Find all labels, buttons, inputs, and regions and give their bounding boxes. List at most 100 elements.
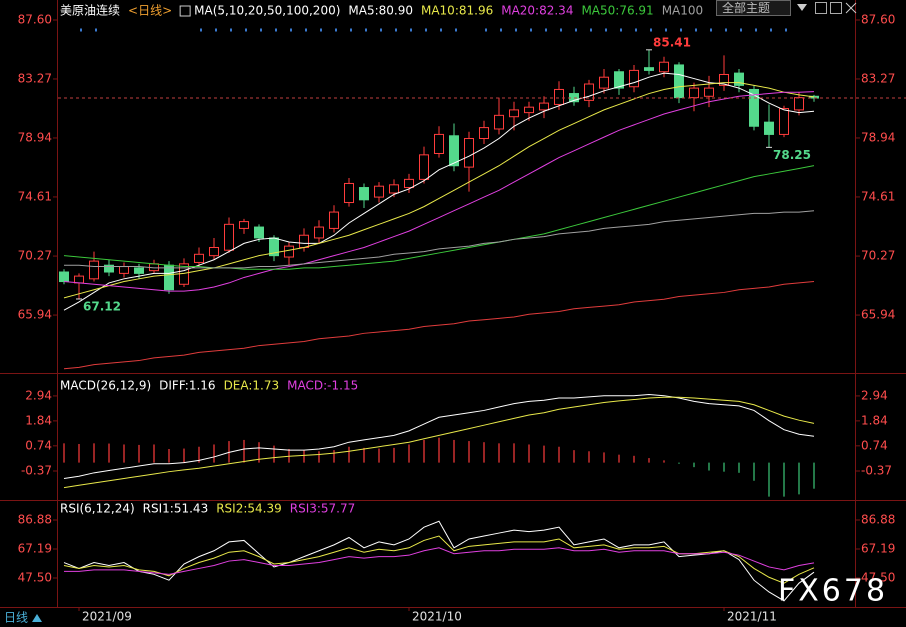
x-tick-label: 2021/10	[412, 610, 462, 624]
candle-body	[194, 253, 204, 263]
candle-body	[719, 73, 729, 86]
candle-body	[584, 83, 594, 101]
theme-button[interactable]	[716, 0, 791, 16]
y-tick-label-right: 74.61	[861, 189, 895, 203]
candle-body	[554, 88, 564, 105]
candle-body	[59, 271, 69, 283]
y-tick-label: 83.27	[18, 71, 52, 85]
candle-body	[494, 114, 504, 130]
ma-line	[63, 165, 815, 270]
y-tick-label: 1.84	[25, 413, 52, 427]
candle-body	[134, 267, 144, 274]
y-tick-label-right: 67.19	[861, 541, 895, 555]
y-tick-label: 0.74	[25, 438, 52, 452]
legend-entry: RSI1:51.43	[143, 502, 209, 516]
candle-body	[89, 260, 99, 280]
y-tick-label: 70.27	[18, 249, 52, 263]
legend-entry: MA10:81.96	[421, 4, 493, 18]
y-tick-label: 78.94	[18, 130, 52, 144]
legend-entry: MACD:-1.15	[287, 379, 358, 393]
rsi-line	[64, 547, 815, 575]
y-tick-label-right: 0.74	[861, 438, 888, 452]
period-tab[interactable]: 日线	[4, 611, 28, 625]
y-tick-label-right: 86.88	[861, 512, 895, 526]
period-tab-arrow[interactable]	[32, 614, 42, 622]
y-tick-label-right: 70.27	[861, 249, 895, 263]
macd-line	[63, 396, 815, 489]
candle-body	[689, 87, 699, 99]
legend-entry: MA5:80.90	[348, 4, 413, 18]
legend-entry: DIFF:1.16	[159, 379, 215, 393]
ma-line	[63, 281, 815, 370]
legend-entry: MA100	[662, 4, 703, 18]
extreme-label: 67.12	[83, 299, 121, 313]
candle-body	[734, 72, 744, 86]
candle-body	[299, 234, 309, 248]
y-tick-label: 86.88	[18, 512, 52, 526]
y-tick-label-right: 87.60	[861, 12, 895, 26]
y-tick-label-right: 1.84	[861, 413, 888, 427]
period-label: <日线>	[128, 4, 172, 18]
x-tick-label: 2021/11	[727, 610, 777, 624]
window-icon[interactable]	[830, 2, 842, 14]
candle-body	[434, 133, 444, 154]
panel-title: RSI(6,12,24)	[60, 502, 135, 516]
candle-body	[794, 97, 804, 111]
ma-line	[63, 91, 815, 292]
candle-body	[419, 154, 429, 180]
candle-body	[389, 184, 399, 194]
window-icon[interactable]	[815, 2, 827, 14]
legend-entry: RSI2:54.39	[216, 502, 282, 516]
y-tick-label: 67.19	[18, 541, 52, 555]
y-tick-label-right: 83.27	[861, 71, 895, 85]
candle-body	[284, 245, 294, 258]
ma-line	[64, 210, 815, 269]
candle-body	[779, 108, 789, 135]
candle-body	[674, 64, 684, 99]
close-icon[interactable]	[845, 2, 857, 14]
y-tick-label: 47.50	[18, 571, 52, 585]
rsi-line	[63, 520, 815, 602]
candle-body	[74, 275, 84, 284]
theme-button-label[interactable]: 全部主题	[722, 0, 770, 15]
candle-body	[239, 221, 249, 229]
candle-body	[704, 87, 714, 97]
candle-body	[599, 76, 609, 89]
candle-body	[344, 182, 354, 204]
candle-body	[404, 178, 414, 189]
candle-body	[659, 61, 669, 73]
legend-entry: DEA:1.73	[224, 379, 280, 393]
y-tick-label: 65.94	[18, 308, 52, 322]
candle-body	[539, 102, 549, 111]
candle-body	[644, 67, 654, 71]
candle-body	[479, 127, 489, 140]
candle-body	[764, 121, 774, 135]
y-tick-label-right: 78.94	[861, 130, 895, 144]
x-tick-label: 2021/09	[82, 610, 132, 624]
ma-line	[63, 72, 815, 311]
candle-body	[104, 264, 114, 273]
candle-body	[614, 71, 624, 89]
y-tick-label-right: -0.37	[861, 464, 892, 478]
candle-body	[314, 226, 324, 239]
panel-title: 美原油连续	[60, 3, 120, 18]
dropdown-icon[interactable]	[797, 4, 807, 11]
ma-line	[63, 82, 815, 299]
macd-line	[63, 394, 815, 479]
y-tick-label-right: 47.50	[861, 571, 895, 585]
candle-body	[209, 246, 219, 257]
toolbar: 全部主题 日线	[4, 0, 857, 625]
extreme-label: 78.25	[773, 148, 811, 162]
candle-body	[254, 226, 264, 239]
y-tick-label: 74.61	[18, 189, 52, 203]
legend-entry: MA50:76.91	[581, 4, 653, 18]
legend-entry: MA20:82.34	[501, 4, 573, 18]
candle-body	[164, 264, 174, 291]
y-tick-label: 2.94	[25, 388, 52, 402]
panel-title: MACD(26,12,9)	[60, 379, 151, 393]
candle-body	[449, 135, 459, 167]
candle-body	[224, 223, 234, 251]
y-tick-label-right: 65.94	[861, 308, 895, 322]
